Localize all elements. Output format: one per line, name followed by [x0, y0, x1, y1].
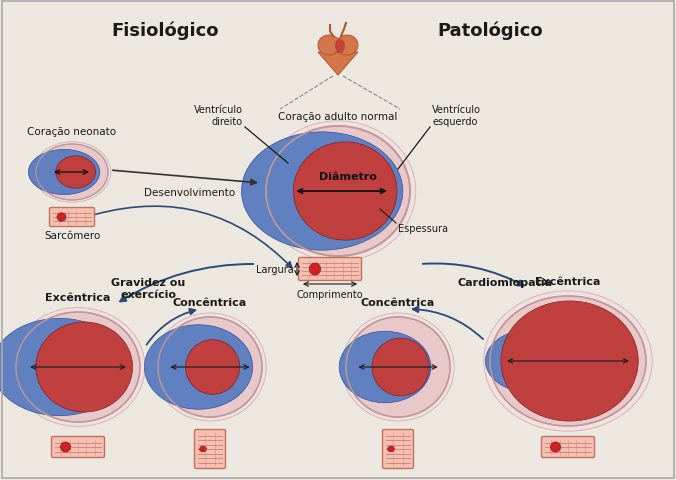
Ellipse shape: [318, 36, 340, 56]
Ellipse shape: [60, 442, 70, 452]
Ellipse shape: [0, 319, 127, 416]
Ellipse shape: [260, 121, 416, 262]
Text: Patológico: Patológico: [437, 22, 543, 40]
Ellipse shape: [57, 213, 66, 222]
Text: Fisiológico: Fisiológico: [112, 22, 219, 40]
Text: Coração adulto normal: Coração adulto normal: [279, 112, 397, 122]
Ellipse shape: [154, 313, 266, 421]
Text: Concêntrica: Concêntrica: [361, 298, 435, 307]
Text: Espessura: Espessura: [398, 224, 448, 233]
Ellipse shape: [484, 291, 652, 432]
Text: Diâmetro: Diâmetro: [319, 172, 377, 181]
Ellipse shape: [310, 264, 320, 276]
Ellipse shape: [387, 446, 394, 452]
Ellipse shape: [339, 332, 431, 403]
Ellipse shape: [185, 340, 239, 395]
Ellipse shape: [335, 40, 345, 54]
Ellipse shape: [158, 317, 262, 417]
Ellipse shape: [372, 338, 429, 396]
Text: Excêntrica: Excêntrica: [45, 292, 111, 302]
Text: Excêntrica: Excêntrica: [535, 276, 601, 287]
Ellipse shape: [346, 317, 450, 417]
Ellipse shape: [293, 143, 397, 240]
Ellipse shape: [28, 150, 100, 195]
Ellipse shape: [36, 322, 132, 412]
Text: Ventrículo
esquerdo: Ventrículo esquerdo: [432, 105, 481, 127]
Text: Gravidez ou
exercício: Gravidez ou exercício: [111, 277, 185, 299]
Text: Coração neonato: Coração neonato: [28, 127, 116, 137]
Ellipse shape: [266, 127, 410, 256]
Ellipse shape: [199, 446, 206, 452]
FancyBboxPatch shape: [541, 437, 594, 457]
Text: Desenvolvimento: Desenvolvimento: [145, 188, 235, 198]
Ellipse shape: [485, 329, 580, 393]
FancyBboxPatch shape: [299, 258, 362, 281]
Ellipse shape: [33, 143, 111, 203]
Ellipse shape: [16, 312, 140, 422]
FancyBboxPatch shape: [383, 430, 414, 468]
Ellipse shape: [336, 36, 358, 56]
Polygon shape: [318, 53, 358, 76]
FancyBboxPatch shape: [195, 430, 226, 468]
FancyBboxPatch shape: [49, 208, 95, 227]
Text: Cardiomiopatia: Cardiomiopatia: [458, 277, 552, 288]
Text: Ventrículo
direito: Ventrículo direito: [194, 105, 243, 127]
Text: Comprimento: Comprimento: [297, 289, 363, 300]
Text: Sarcômero: Sarcômero: [44, 230, 100, 240]
Text: Concêntrica: Concêntrica: [173, 298, 247, 307]
FancyBboxPatch shape: [51, 437, 105, 457]
Ellipse shape: [36, 144, 108, 201]
Text: Largura: Largura: [256, 264, 294, 275]
Ellipse shape: [490, 296, 646, 426]
Ellipse shape: [550, 442, 560, 452]
Ellipse shape: [145, 325, 253, 409]
Ellipse shape: [241, 132, 403, 251]
Ellipse shape: [56, 156, 95, 189]
Ellipse shape: [11, 308, 145, 427]
Ellipse shape: [342, 313, 454, 421]
Ellipse shape: [501, 301, 638, 421]
